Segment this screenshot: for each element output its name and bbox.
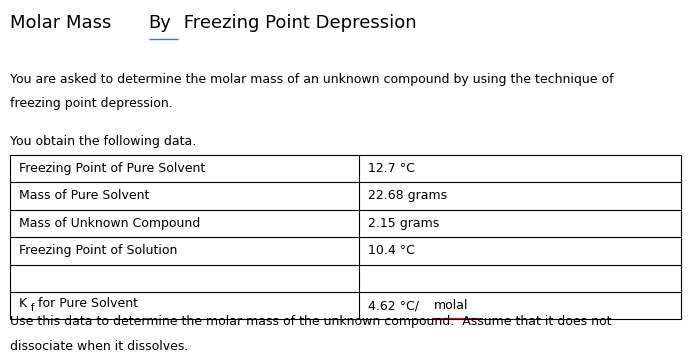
Text: By: By — [149, 14, 171, 32]
Text: f: f — [31, 303, 35, 314]
Text: 22.68 grams: 22.68 grams — [368, 189, 447, 203]
Text: Freezing Point of Solution: Freezing Point of Solution — [19, 244, 177, 257]
Text: 2.15 grams: 2.15 grams — [368, 217, 439, 230]
Text: 4.62 °C/: 4.62 °C/ — [368, 299, 419, 312]
Text: You are asked to determine the molar mass of an unknown compound by using the te: You are asked to determine the molar mas… — [10, 73, 614, 86]
Text: freezing point depression.: freezing point depression. — [10, 97, 173, 110]
Text: K: K — [19, 297, 27, 310]
Bar — [10, 155, 681, 319]
Text: Use this data to determine the molar mass of the unknown compound.  Assume that : Use this data to determine the molar mas… — [10, 315, 612, 328]
Text: Freezing Point of Pure Solvent: Freezing Point of Pure Solvent — [19, 162, 205, 175]
Text: for Pure Solvent: for Pure Solvent — [37, 297, 138, 310]
Text: molal: molal — [433, 299, 468, 312]
Text: dissociate when it dissolves.: dissociate when it dissolves. — [10, 340, 189, 353]
Text: Molar Mass: Molar Mass — [10, 14, 117, 32]
Text: 12.7 °C: 12.7 °C — [368, 162, 415, 175]
Text: 10.4 °C: 10.4 °C — [368, 244, 415, 257]
Text: Mass of Pure Solvent: Mass of Pure Solvent — [19, 189, 149, 203]
Text: You obtain the following data.: You obtain the following data. — [10, 135, 197, 148]
Text: Freezing Point Depression: Freezing Point Depression — [178, 14, 417, 32]
Text: Mass of Unknown Compound: Mass of Unknown Compound — [19, 217, 200, 230]
